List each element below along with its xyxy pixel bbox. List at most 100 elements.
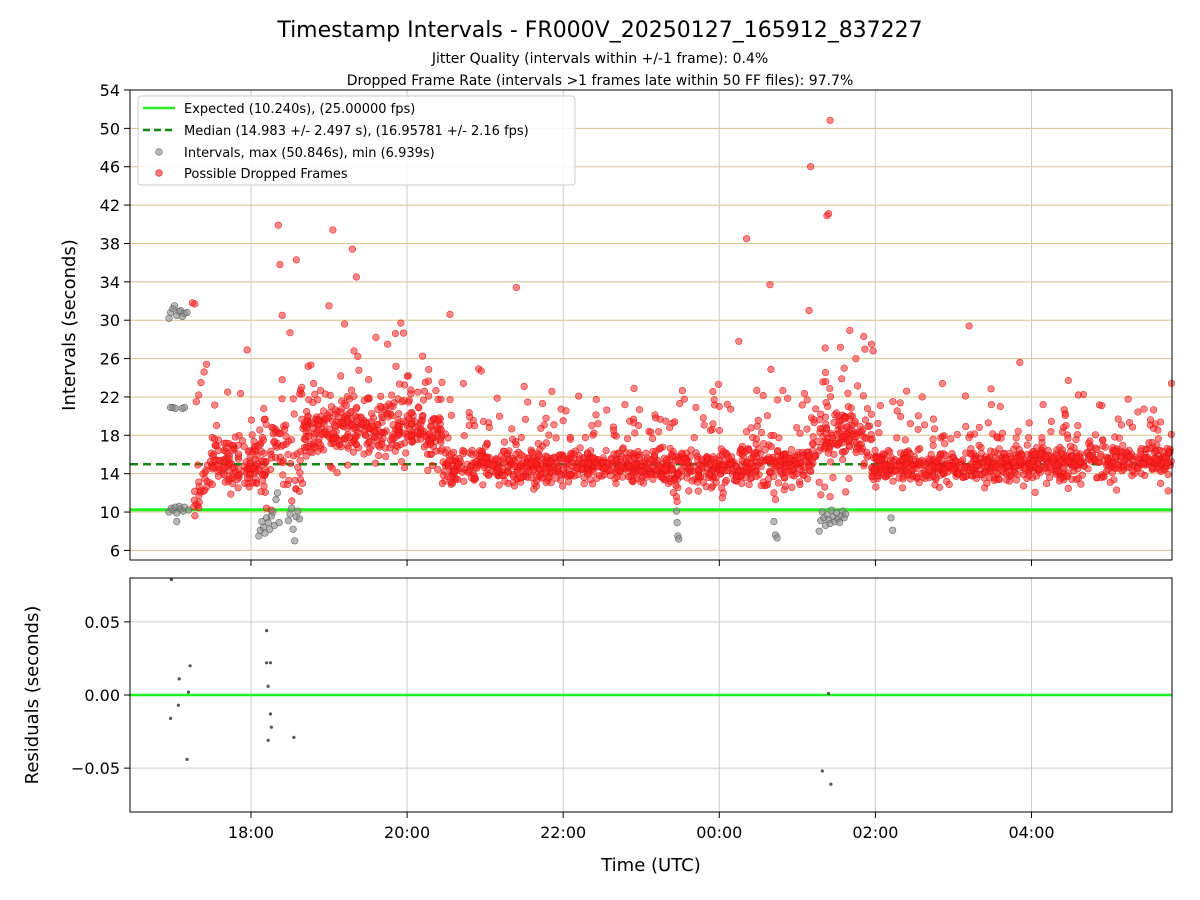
interval-point	[295, 515, 304, 523]
dropped-frame-point	[929, 435, 937, 443]
dropped-frame-point	[428, 461, 437, 470]
x-tick-label: 18:00	[228, 823, 274, 842]
residual-point	[265, 661, 269, 665]
dropped-frame-point	[687, 446, 695, 454]
dropped-frame-point	[773, 396, 782, 404]
dropped-frame-point	[893, 407, 901, 415]
dropped-frame-point	[269, 430, 277, 438]
dropped-frame-point	[766, 281, 774, 289]
dropped-frame-point	[392, 362, 400, 370]
dropped-frame-point	[723, 400, 731, 408]
dropped-frame-point	[274, 221, 282, 229]
dropped-frame-point	[699, 478, 708, 486]
dropped-frame-point	[382, 452, 390, 461]
dropped-frame-point	[841, 447, 849, 455]
dropped-frame-point	[1023, 441, 1031, 449]
intervals-series	[165, 302, 897, 545]
dropped-frame-point	[902, 387, 911, 395]
dropped-frame-point	[376, 402, 384, 411]
dropped-frame-point	[1073, 431, 1081, 439]
dropped-frame-point	[325, 302, 333, 310]
dropped-frame-point	[1064, 457, 1073, 465]
dropped-frame-point	[588, 422, 596, 430]
dropped-frame-point	[779, 387, 787, 395]
dropped-frame-point	[626, 449, 634, 457]
dropped-frame-point	[200, 368, 208, 376]
chart-subtitle-dropped: Dropped Frame Rate (intervals >1 frames …	[347, 73, 854, 89]
dropped-frame-point	[315, 420, 323, 428]
dropped-frame-point	[344, 461, 352, 469]
dropped-frame-point	[281, 426, 289, 434]
dropped-frame-point	[1111, 447, 1119, 456]
dropped-frame-point	[488, 461, 496, 469]
dropped-frame-point	[536, 446, 544, 454]
dropped-frame-point	[301, 443, 309, 451]
dropped-frame-point	[224, 388, 232, 396]
dropped-frame-point	[361, 427, 369, 436]
dropped-frame-point	[251, 455, 259, 463]
dropped-frame-point	[414, 388, 422, 396]
intervals-y-tick-label: 14	[100, 465, 120, 484]
dropped-frame-point	[649, 447, 657, 456]
dropped-frame-point	[303, 423, 311, 431]
dropped-frame-point	[388, 391, 396, 399]
dropped-frame-point	[1126, 452, 1135, 461]
dropped-frame-point	[834, 412, 842, 420]
dropped-frame-point	[210, 435, 219, 443]
dropped-frame-point	[803, 475, 812, 483]
dropped-frame-point	[267, 447, 275, 455]
dropped-frame-point	[648, 434, 657, 443]
dropped-frame-point	[1098, 402, 1106, 410]
dropped-frame-point	[652, 414, 660, 422]
intervals-y-axis-label: Intervals (seconds)	[59, 239, 80, 411]
residual-point	[268, 712, 273, 716]
dropped-frame-point	[434, 417, 442, 425]
dropped-frame-point	[1157, 467, 1165, 476]
intervals-y-tick-label: 42	[100, 196, 120, 215]
dropped-frame-point	[289, 395, 297, 403]
dropped-frame-point	[753, 422, 761, 430]
dropped-frame-point	[902, 461, 910, 469]
dropped-frame-point	[287, 459, 295, 468]
dropped-frame-point	[470, 422, 479, 430]
dropped-frame-point	[347, 386, 356, 394]
dropped-frame-point	[460, 432, 468, 440]
dropped-frame-point	[715, 426, 724, 435]
dropped-frame-point	[789, 463, 797, 471]
dropped-frame-point	[588, 480, 597, 488]
dropped-frame-point	[210, 464, 218, 472]
x-tick-label: 02:00	[852, 823, 898, 842]
dropped-frame-point	[693, 478, 702, 486]
dropped-frame-point	[896, 412, 905, 421]
dropped-frame-point	[346, 409, 354, 417]
dropped-frame-point	[580, 480, 588, 488]
dropped-frame-point	[1114, 415, 1122, 423]
dropped-frame-point	[446, 310, 454, 319]
dropped-frame-point	[816, 416, 824, 424]
dropped-frame-point	[447, 411, 456, 420]
interval-point	[675, 535, 683, 543]
dropped-frame-point	[796, 429, 804, 437]
dropped-frame-point	[602, 447, 610, 455]
dropped-frame-point	[747, 424, 755, 432]
dropped-frame-point	[407, 386, 415, 394]
interval-point	[672, 507, 681, 515]
residual-point	[177, 677, 181, 681]
dropped-frame-point	[1163, 459, 1172, 467]
residual-point	[188, 664, 192, 668]
intervals-x-ticks	[250, 560, 1033, 566]
dropped-frame-point	[700, 421, 708, 429]
dropped-frame-point	[668, 465, 677, 473]
dropped-frame-point	[477, 367, 485, 375]
dropped-frame-point	[1133, 455, 1142, 463]
intervals-y-tick-label: 10	[100, 503, 120, 522]
dropped-frame-point	[742, 463, 750, 472]
dropped-frame-point	[1007, 471, 1015, 479]
dropped-frame-point	[397, 440, 405, 449]
dropped-frame-point	[826, 384, 834, 393]
dropped-frame-point	[1117, 421, 1126, 429]
dropped-frame-point	[240, 467, 248, 475]
residual-point	[268, 661, 273, 665]
intervals-y-tick-label: 34	[100, 273, 120, 292]
